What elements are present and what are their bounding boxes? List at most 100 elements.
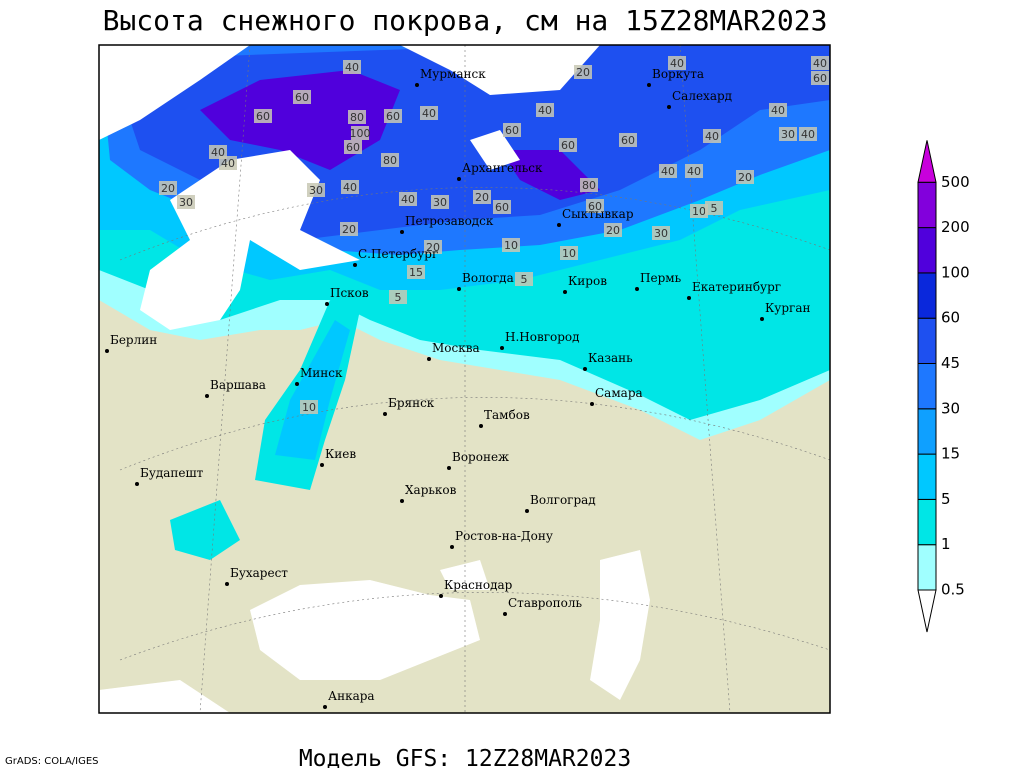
city-dot	[295, 382, 299, 386]
title: Высота снежного покрова, см на 15Z28MAR2…	[103, 4, 828, 37]
city-label: Воркута	[652, 67, 704, 81]
contour-label: 40	[801, 128, 815, 141]
city-dot	[105, 349, 109, 353]
contour-label-box	[340, 222, 358, 236]
contour-label-box	[254, 109, 272, 123]
city-dot	[447, 466, 451, 470]
city-dot	[583, 367, 587, 371]
contour-label-box	[652, 226, 670, 240]
city-label: Вологда	[462, 271, 514, 285]
contour-label-box	[381, 153, 399, 167]
contour-label: 20	[342, 223, 356, 236]
contour-label-box	[431, 195, 449, 209]
city-label: Киров	[568, 274, 607, 288]
contour-label-box	[690, 204, 708, 218]
contour-label: 40	[221, 157, 235, 170]
contour-label: 20	[475, 191, 489, 204]
legend-box	[917, 453, 937, 500]
city-label: Казань	[588, 351, 633, 365]
city-dot	[760, 317, 764, 321]
city-dot	[325, 302, 329, 306]
contour-label: 80	[350, 111, 364, 124]
legend-label: 60	[941, 309, 960, 327]
contour-label-box	[574, 65, 592, 79]
city-dot	[400, 230, 404, 234]
city-dot	[135, 482, 139, 486]
contour-label: 10	[504, 239, 518, 252]
contour-label: 20	[606, 224, 620, 237]
city-label: Сыктывкар	[562, 207, 634, 221]
legend-box	[917, 544, 937, 591]
contour-label: 20	[738, 171, 752, 184]
contour-label-box	[619, 133, 637, 147]
contour-label-box	[659, 164, 677, 178]
contour-label: 30	[654, 227, 668, 240]
contour-label: 10	[692, 205, 706, 218]
contour-label-box	[536, 103, 554, 117]
graticule	[119, 45, 830, 713]
legend-label: 5	[941, 490, 951, 508]
contour-label: 60	[256, 110, 270, 123]
contour-label-box	[769, 103, 787, 117]
contour-label-box	[493, 200, 511, 214]
city-label: Будапешт	[140, 466, 204, 480]
contour-label-box	[502, 238, 520, 252]
city-dot	[687, 296, 691, 300]
city-label: Берлин	[110, 333, 157, 347]
city-dot	[457, 287, 461, 291]
contour-label-box	[344, 140, 362, 154]
city-label: Волгоград	[530, 493, 596, 507]
contour-label-box	[293, 90, 311, 104]
contour-label-box	[424, 240, 442, 254]
city-label: Псков	[330, 286, 369, 300]
contour-label: 60	[588, 200, 602, 213]
city-label: Брянск	[388, 396, 435, 410]
contour-label: 60	[813, 72, 827, 85]
city-label: Воронеж	[452, 450, 509, 464]
contour-label-box	[300, 400, 318, 414]
legend-label: 45	[941, 354, 960, 372]
city-dot	[479, 424, 483, 428]
contour-label-box	[559, 138, 577, 152]
contour-label: 80	[383, 154, 397, 167]
contour-label-box	[407, 265, 425, 279]
legend-box	[917, 363, 937, 410]
contour-label-box	[219, 156, 237, 170]
contour-label-box	[580, 178, 598, 192]
contour-label: 60	[561, 139, 575, 152]
city-label: Пермь	[640, 271, 682, 285]
legend-label: 30	[941, 399, 960, 417]
city-dot	[439, 594, 443, 598]
credit: GrADS: COLA/IGES	[5, 756, 99, 767]
contour-label-box	[209, 145, 227, 159]
city-dot	[415, 83, 419, 87]
city-dot	[353, 263, 357, 267]
city-dot	[383, 412, 387, 416]
city-dot	[450, 545, 454, 549]
legend-box	[917, 272, 937, 319]
contour-label-box	[736, 170, 754, 184]
contour-label: 40	[422, 107, 436, 120]
sea	[470, 130, 520, 170]
contour-label: 5	[521, 273, 528, 286]
map-area	[99, 45, 830, 713]
legend-label: 1	[941, 535, 951, 553]
contour-label-box	[811, 71, 829, 85]
city-label: Анкара	[328, 689, 375, 703]
contour-label-box	[705, 201, 723, 215]
contour-label-box	[604, 223, 622, 237]
city-dot	[503, 612, 507, 616]
city-label: Тамбов	[484, 408, 530, 422]
contour-label-box	[586, 199, 604, 213]
contour-label-box	[703, 129, 721, 143]
city-dot	[457, 177, 461, 181]
contour-label: 10	[302, 401, 316, 414]
legend-triangle	[917, 589, 937, 633]
contour-label: 5	[711, 202, 718, 215]
city-label: Салехард	[672, 89, 732, 103]
contour-label-box	[685, 164, 703, 178]
contour-label-box	[779, 127, 797, 141]
city-label: Краснодар	[444, 578, 513, 592]
footer: Модель GFS: 12Z28MAR2023	[299, 746, 631, 768]
